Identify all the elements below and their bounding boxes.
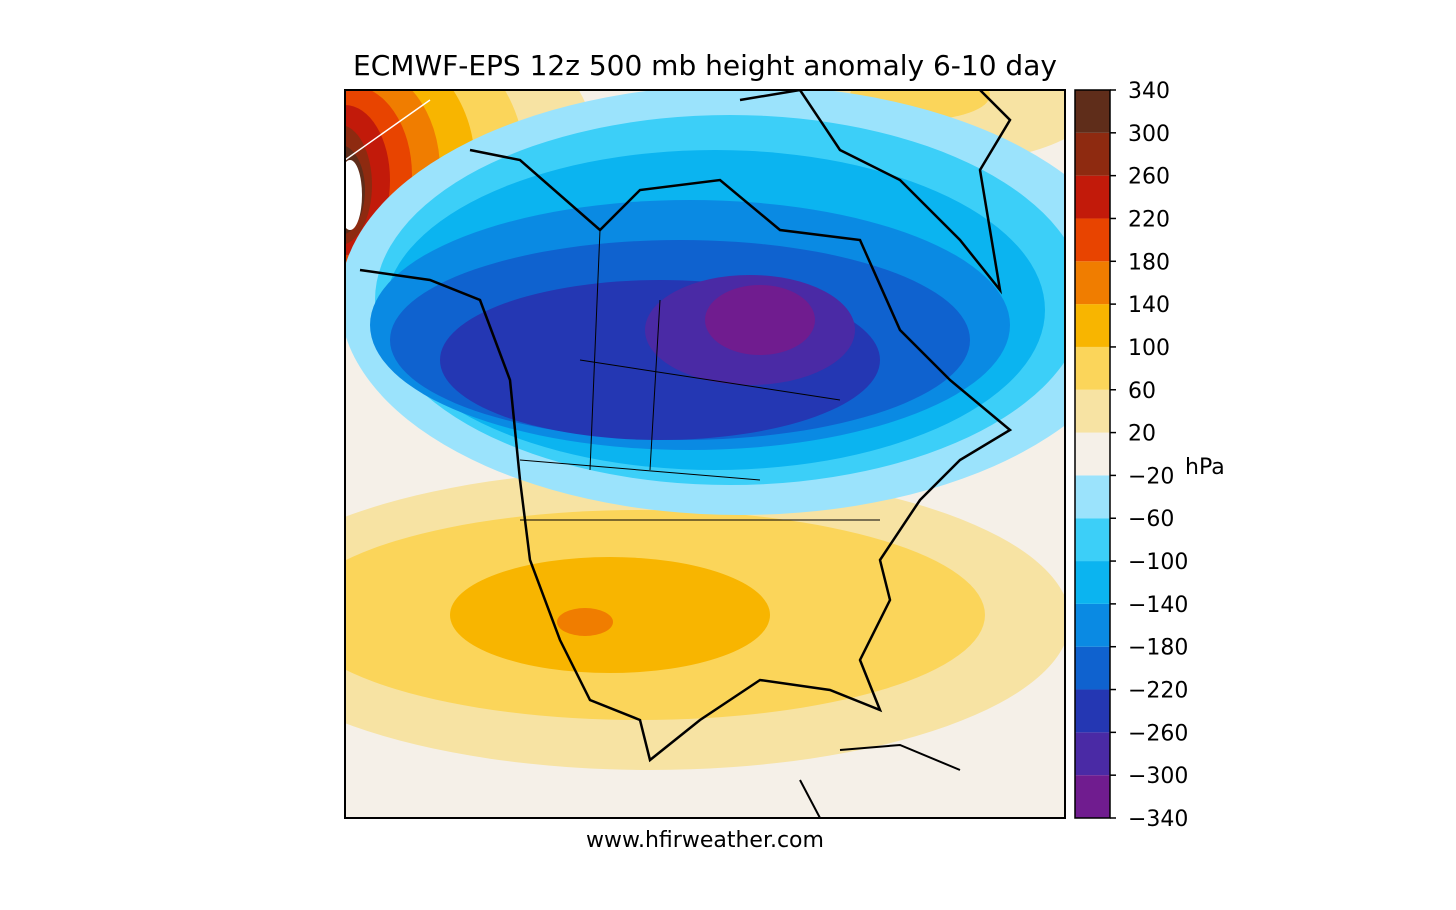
colorbar-tick-label: −180 xyxy=(1128,636,1188,661)
colorbar-swatch xyxy=(1075,518,1110,562)
colorbar-swatch xyxy=(1075,775,1110,818)
colorbar-tick-label: 340 xyxy=(1128,79,1170,104)
colorbar-tick-label: 300 xyxy=(1128,122,1170,147)
colorbar-swatch xyxy=(1075,132,1110,176)
colorbar-tick-label: 60 xyxy=(1128,379,1156,404)
colorbar-swatch xyxy=(1075,175,1110,219)
colorbar-tick-label: −340 xyxy=(1128,807,1188,832)
colorbar-tick-label: 20 xyxy=(1128,422,1156,447)
colorbar-tick-label: −140 xyxy=(1128,593,1188,618)
map xyxy=(345,90,1065,818)
title: ECMWF-EPS 12z 500 mb height anomaly 6-10… xyxy=(353,49,1057,82)
colorbar-swatch xyxy=(1075,603,1110,647)
colorbar-swatch xyxy=(1075,689,1110,733)
colorbar: −340 −300 −260 −220 −180 −140 −100 −60 −20 20 60 10… xyxy=(1074,79,1225,832)
colorbar-tick-label: −260 xyxy=(1128,721,1188,746)
colorbar-swatch xyxy=(1075,90,1110,133)
colorbar-tick-label: −300 xyxy=(1128,764,1188,789)
colorbar-tick-label: 220 xyxy=(1128,207,1170,232)
colorbar-tick-label: 260 xyxy=(1128,165,1170,190)
colorbar-tick-label: 100 xyxy=(1128,336,1170,361)
colorbar-tick-label: −60 xyxy=(1128,507,1174,532)
colorbar-swatch xyxy=(1075,432,1110,476)
colorbar-swatch xyxy=(1075,475,1110,519)
colorbar-tick-label: 180 xyxy=(1128,250,1170,275)
colorbar-swatch xyxy=(1075,732,1110,776)
colorbar-tick-label: −100 xyxy=(1128,550,1188,575)
colorbar-tick-label: 140 xyxy=(1128,293,1170,318)
map-frame xyxy=(344,89,1066,819)
footer: www.hfirweather.com xyxy=(586,828,824,853)
colorbar-swatch xyxy=(1075,261,1110,305)
colorbar-tick-label: −220 xyxy=(1128,679,1188,704)
colorbar-swatch xyxy=(1075,561,1110,604)
colorbar-swatch xyxy=(1075,346,1110,390)
colorbar-swatch xyxy=(1075,218,1110,262)
colorbar-tick-label: −20 xyxy=(1128,464,1174,489)
colorbar-swatch xyxy=(1075,304,1110,347)
colorbar-unit: hPa xyxy=(1185,455,1225,480)
colorbar-swatch xyxy=(1075,646,1110,690)
colorbar-frame xyxy=(1074,89,1111,819)
colorbar-swatch xyxy=(1075,389,1110,433)
